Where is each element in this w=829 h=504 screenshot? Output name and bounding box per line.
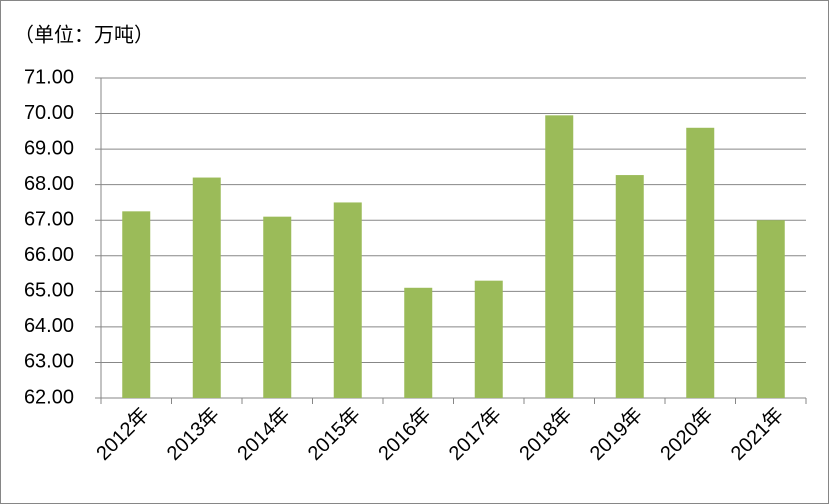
- y-tick-label: 68.00: [24, 173, 74, 195]
- bar: [333, 202, 362, 398]
- bar: [122, 211, 151, 398]
- y-tick-label: 65.00: [24, 280, 74, 302]
- unit-label: （单位：万吨）: [14, 23, 154, 46]
- bar: [263, 216, 292, 398]
- y-tick-label: 66.00: [24, 244, 74, 266]
- y-tick-label: 71.00: [24, 66, 74, 88]
- y-tick-label: 63.00: [24, 351, 74, 373]
- y-tick-label: 62.00: [24, 386, 74, 408]
- y-tick-label: 67.00: [24, 209, 74, 231]
- bar: [404, 287, 433, 398]
- y-tick-label: 69.00: [24, 137, 74, 159]
- bar: [545, 115, 574, 398]
- bar: [474, 280, 503, 398]
- bar: [192, 177, 221, 398]
- bar: [615, 175, 644, 398]
- bar: [686, 127, 715, 399]
- y-tick-label: 70.00: [24, 102, 74, 124]
- bar: [756, 220, 785, 398]
- y-tick-label: 64.00: [24, 315, 74, 337]
